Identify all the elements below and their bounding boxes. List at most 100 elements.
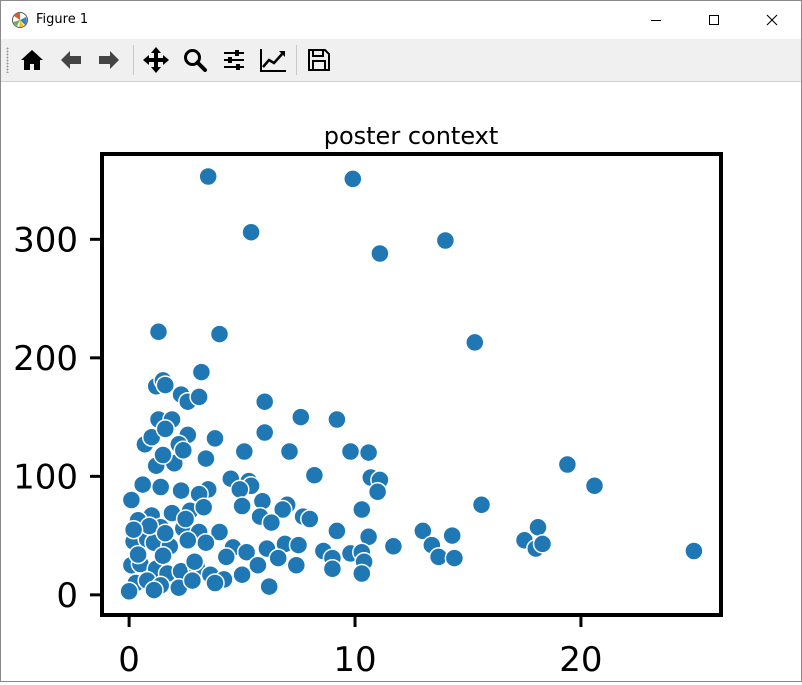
- scatter-point: [322, 559, 343, 579]
- toolbar-separator: [133, 45, 134, 75]
- home-icon: [21, 50, 43, 70]
- scatter-point: [413, 521, 433, 541]
- scatter-point: [248, 555, 268, 575]
- scatter-point: [343, 169, 363, 189]
- scatter-point: [155, 375, 176, 395]
- scatter-point: [327, 409, 347, 430]
- scatter-point: [128, 544, 148, 565]
- scatter-point: [557, 454, 578, 475]
- scatter-point: [268, 548, 288, 568]
- configure-subplots-icon: [224, 50, 244, 70]
- scatter-point: [189, 387, 209, 407]
- scatter-point: [367, 482, 388, 502]
- scatter-point: [528, 517, 548, 538]
- scatter-point: [119, 581, 139, 602]
- x-tick-label: 20: [559, 640, 602, 680]
- axes-frame: [100, 152, 723, 617]
- minimize-icon: [651, 20, 661, 21]
- subplots-button[interactable]: [218, 44, 250, 76]
- scatter-point: [150, 477, 171, 497]
- scatter-point: [123, 519, 144, 540]
- scatter-point: [272, 499, 293, 520]
- y-tick-label: 0: [56, 576, 78, 616]
- scatter-point: [358, 442, 379, 463]
- scatter-point: [132, 474, 153, 495]
- save-button[interactable]: [303, 44, 335, 76]
- back-button[interactable]: [55, 44, 87, 76]
- forward-arrow-icon: [99, 51, 119, 69]
- zoom-magnifier-icon: [184, 49, 207, 72]
- scatter-point: [178, 530, 198, 551]
- maximize-icon: [709, 15, 719, 25]
- scatter-point: [532, 534, 553, 554]
- figure-canvas[interactable]: poster context 0 10 20 0 100 200 300: [1, 82, 801, 681]
- scatter-point: [254, 391, 275, 412]
- scatter-point: [279, 441, 300, 462]
- forward-button[interactable]: [93, 44, 125, 76]
- title-bar: Figure 1: [1, 1, 801, 39]
- scatter-point: [175, 509, 196, 529]
- scatter-point: [442, 525, 462, 546]
- x-tick-label: 0: [118, 640, 140, 680]
- scatter-point: [352, 499, 372, 520]
- home-button[interactable]: [16, 44, 48, 76]
- customize-button[interactable]: [257, 44, 289, 76]
- scatter-point: [684, 541, 704, 561]
- scatter-point: [261, 512, 282, 533]
- zoom-button[interactable]: [179, 44, 211, 76]
- scatter-point: [155, 523, 176, 543]
- y-tick-label: 300: [13, 220, 78, 260]
- scatter-point: [340, 441, 361, 462]
- chart-title: poster context: [324, 122, 499, 150]
- pan-move-icon: [143, 47, 169, 73]
- scatter-point: [184, 551, 205, 572]
- scatter-point: [286, 555, 307, 575]
- scatter-point: [230, 479, 250, 500]
- scatter-point: [234, 441, 255, 462]
- scatter-point: [383, 536, 404, 557]
- scatter-point: [352, 563, 372, 584]
- scatter-point: [148, 322, 169, 342]
- scatter-point: [232, 496, 252, 516]
- y-tick-label: 100: [13, 457, 78, 497]
- scatter-point: [465, 332, 485, 353]
- scatter-point: [171, 480, 191, 501]
- scatter-point: [205, 573, 225, 593]
- scatter-point: [471, 495, 492, 515]
- scatter-point: [435, 230, 456, 251]
- scatter-point: [144, 580, 164, 600]
- navigation-toolbar: [1, 39, 801, 82]
- scatter-point: [196, 448, 216, 469]
- pan-button[interactable]: [140, 44, 172, 76]
- scatter-points: [119, 166, 704, 602]
- scatter-point: [300, 509, 320, 529]
- close-button[interactable]: [743, 1, 801, 39]
- scatter-point: [291, 407, 311, 427]
- maximize-button[interactable]: [685, 1, 743, 39]
- scatter-point: [173, 440, 194, 461]
- scatter-point: [288, 535, 309, 555]
- minimize-button[interactable]: [627, 1, 685, 39]
- matplotlib-app-icon: [11, 11, 29, 29]
- scatter-point: [304, 465, 325, 485]
- scatter-point: [205, 428, 225, 449]
- scatter-point: [196, 532, 216, 553]
- edit-axis-icon: [260, 49, 286, 72]
- scatter-point: [209, 324, 230, 344]
- scatter-point: [153, 545, 173, 566]
- toolbar-separator: [296, 45, 297, 75]
- scatter-point: [121, 490, 142, 510]
- x-tick-label: 10: [333, 640, 376, 680]
- scatter-point: [584, 476, 605, 496]
- scatter-point: [327, 521, 347, 541]
- scatter-point: [259, 576, 279, 597]
- scatter-point: [153, 445, 173, 465]
- toolbar-grip[interactable]: [6, 47, 9, 73]
- scatter-point: [209, 522, 230, 542]
- scatter-point: [236, 542, 257, 562]
- scatter-point: [254, 422, 275, 443]
- scatter-point: [232, 564, 252, 585]
- scatter-point: [193, 497, 214, 517]
- save-floppy-icon: [308, 49, 330, 71]
